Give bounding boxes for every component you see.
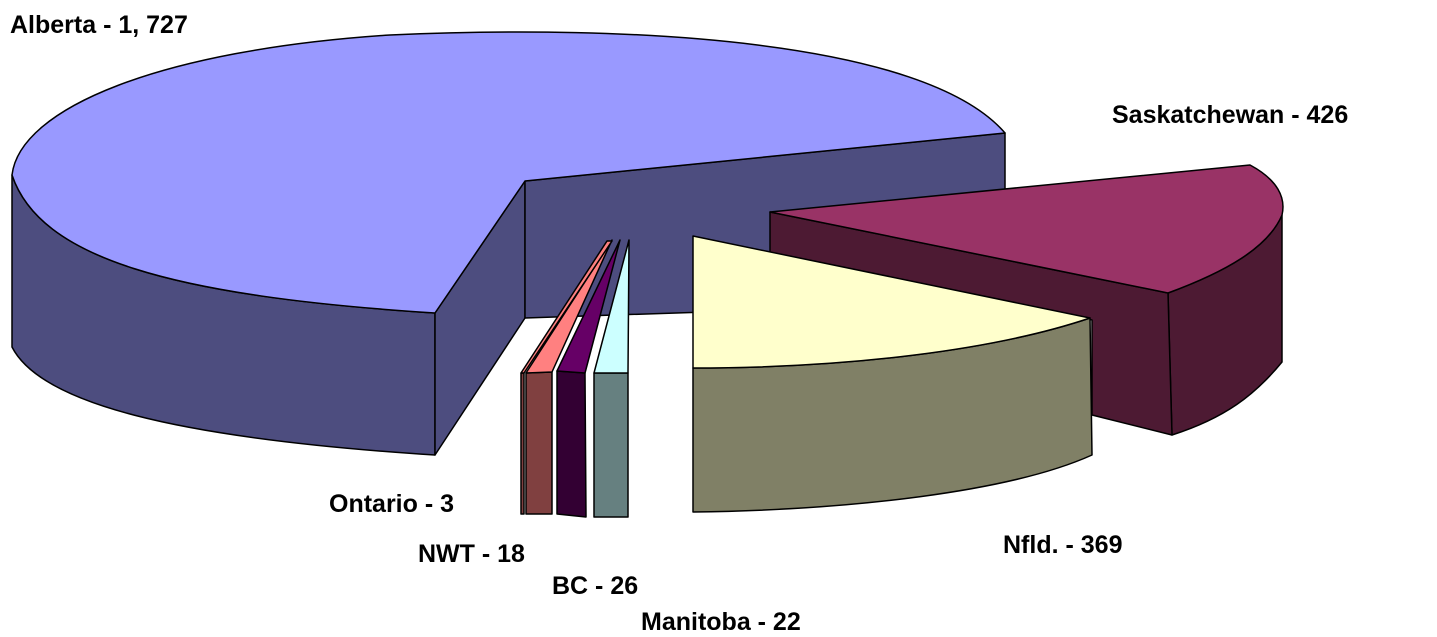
slice-ontario-side [520,372,525,515]
slice-bc-top [556,239,621,374]
slice-alberta-top [11,31,1006,314]
label-nwt: NWT - 18 [418,540,525,568]
slice-manitoba-top [593,239,630,374]
slice-nfld-top [692,235,1091,369]
slice-manitoba [593,239,630,518]
slice-bc-side [556,370,587,518]
slice-saskatchewan-top [769,164,1284,294]
label-manitoba: Manitoba - 22 [641,608,801,636]
label-alberta: Alberta - 1, 727 [10,11,188,39]
slice-nfld [692,235,1093,513]
label-ontario: Ontario - 3 [329,490,454,518]
slice-ontario [520,240,613,515]
slice-nwt-side [525,371,553,515]
slice-bc [556,239,621,518]
slice-manitoba-side [593,372,629,518]
label-nfld: Nfld. - 369 [1003,531,1122,559]
label-saskatchewan: Saskatchewan - 426 [1112,101,1348,129]
label-bc: BC - 26 [552,572,638,600]
slice-ontario-top [520,240,613,374]
